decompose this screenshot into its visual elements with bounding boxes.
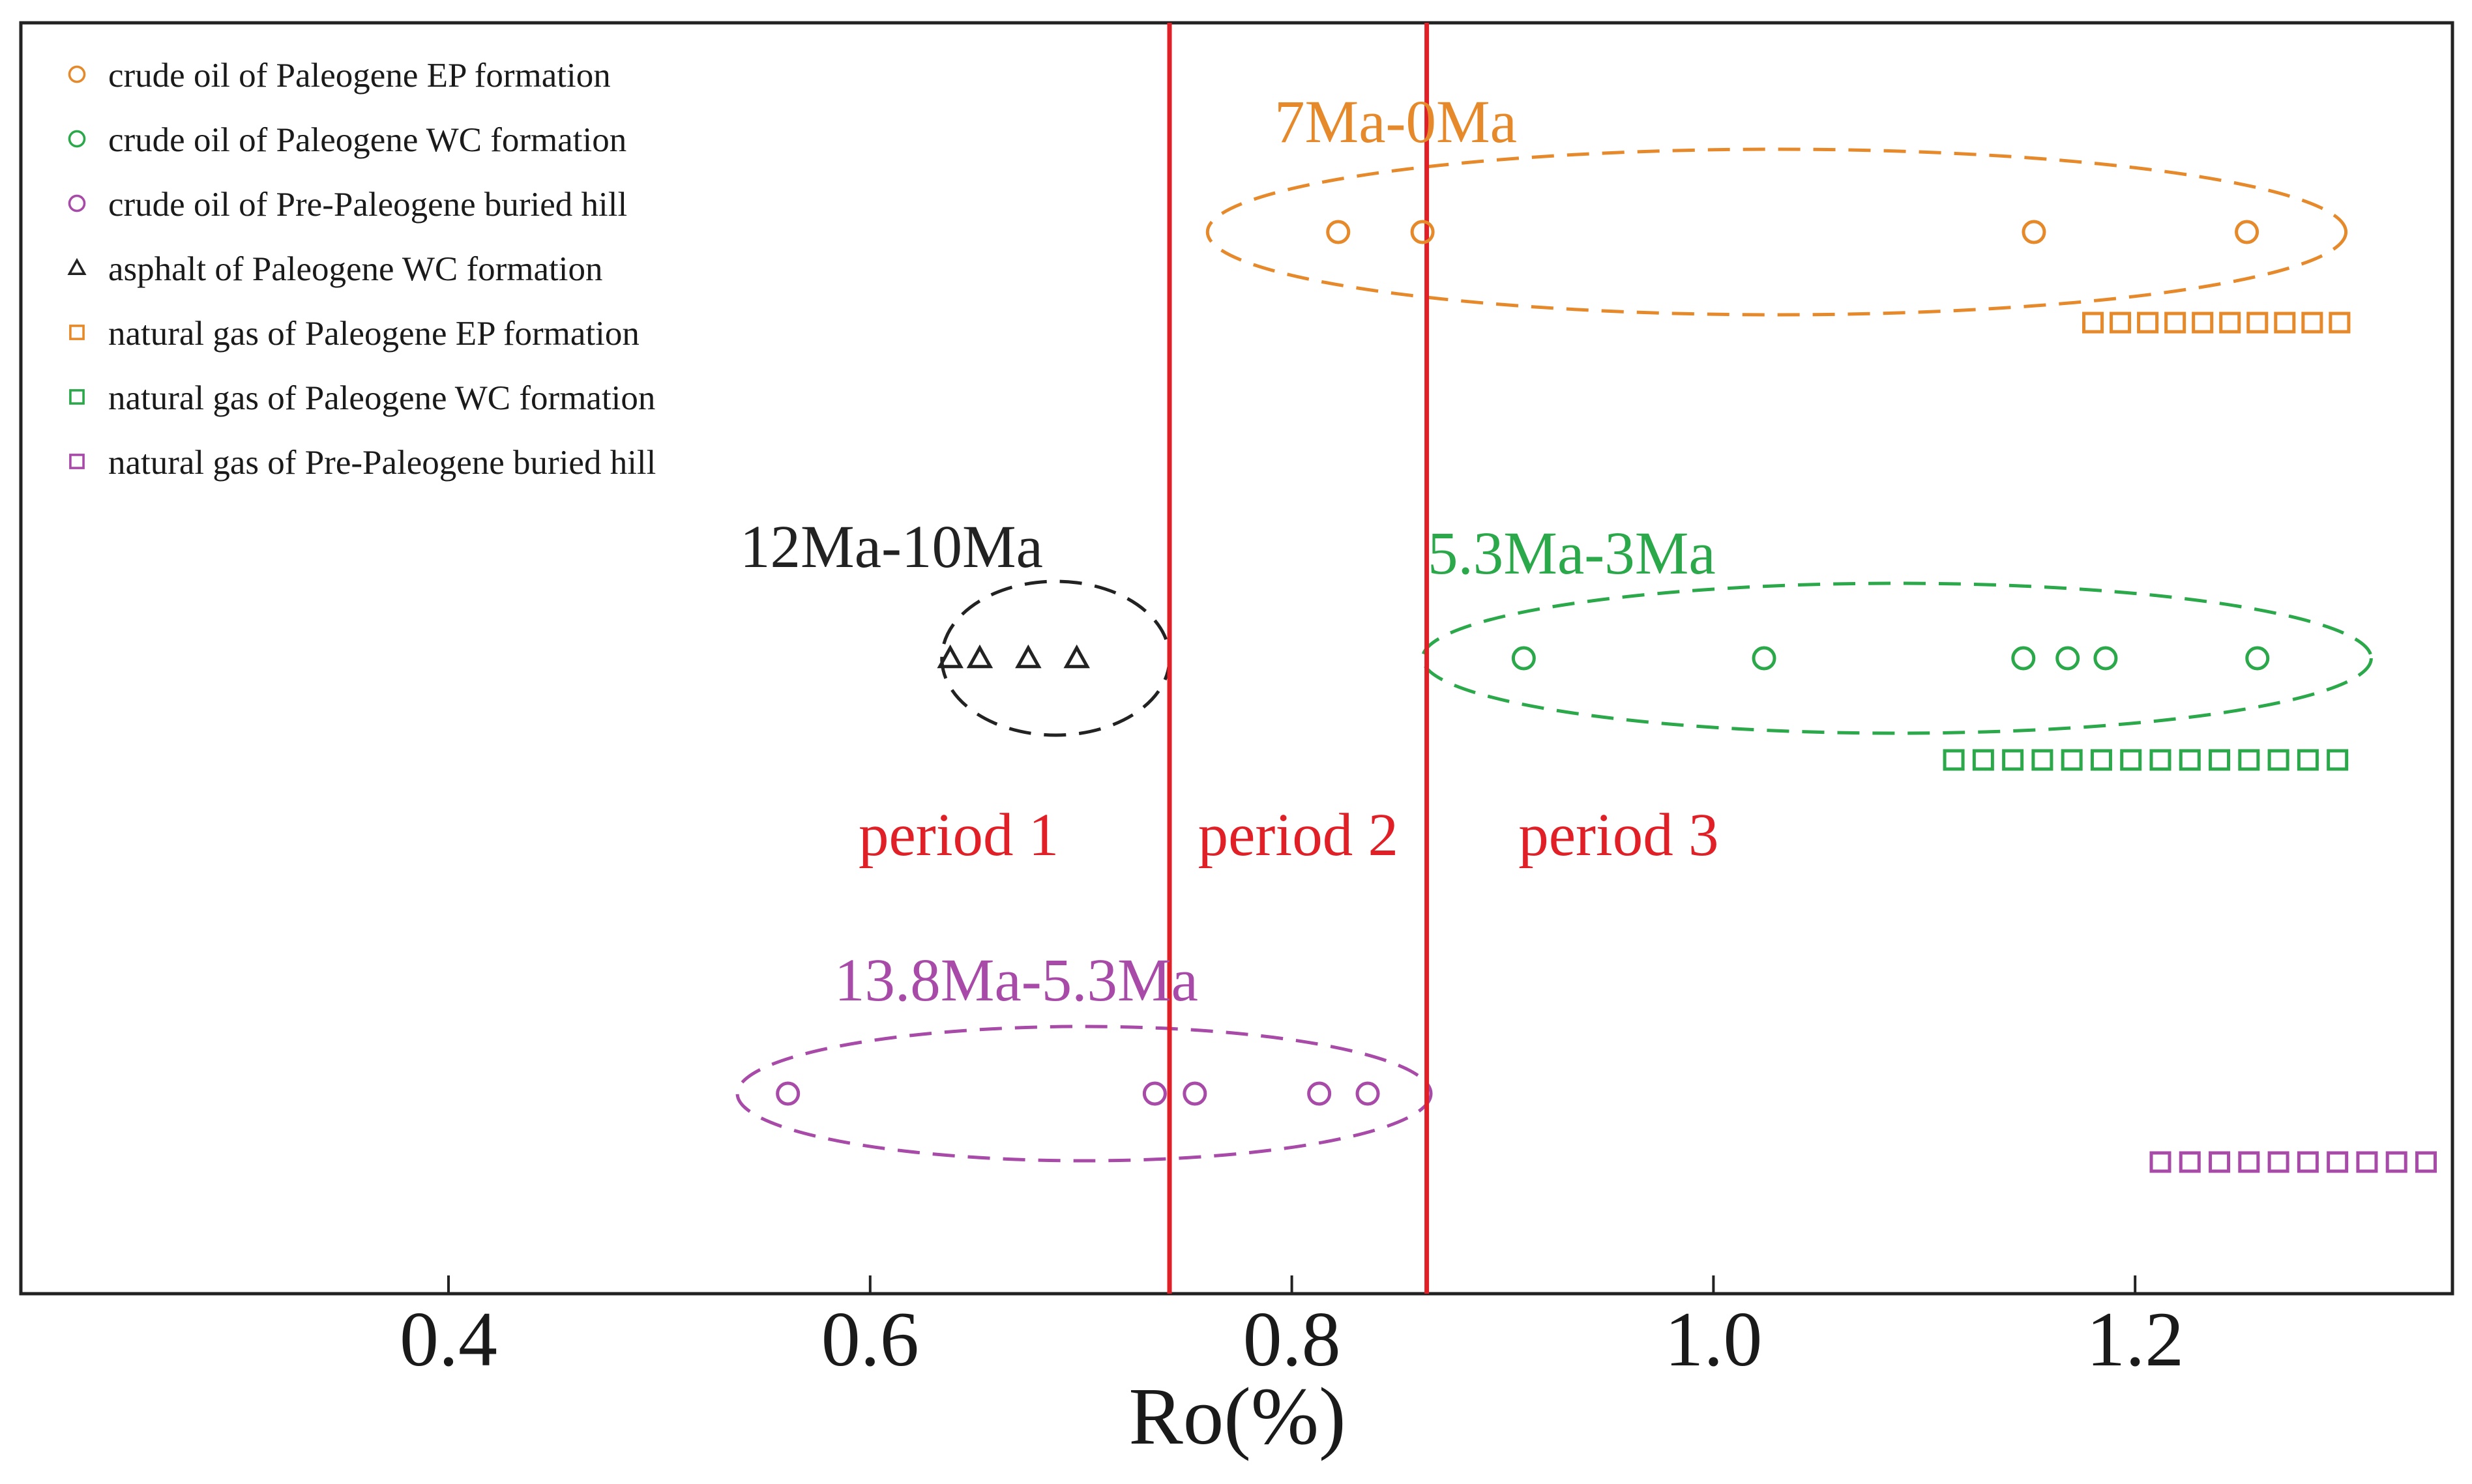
data-point-s6-5 bbox=[2297, 1151, 2319, 1173]
legend-marker-2 bbox=[68, 194, 86, 212]
period-label-3: period 3 bbox=[1518, 802, 1718, 869]
data-point-s4-8 bbox=[2301, 312, 2323, 334]
data-point-s0-1 bbox=[1410, 220, 1435, 244]
legend-label-3: asphalt of Paleogene WC formation bbox=[108, 250, 603, 288]
period-label-2: period 2 bbox=[1198, 802, 1398, 869]
data-point-s5-13 bbox=[2327, 749, 2349, 771]
data-point-s5-11 bbox=[2267, 749, 2289, 771]
data-point-s2-1 bbox=[1142, 1081, 1167, 1106]
data-point-s5-9 bbox=[2209, 749, 2231, 771]
data-point-s4-0 bbox=[2082, 312, 2104, 334]
data-point-s6-7 bbox=[2356, 1151, 2378, 1173]
data-point-s5-2 bbox=[2002, 749, 2024, 771]
data-point-s5-0 bbox=[1943, 749, 1965, 771]
legend-label-2: crude oil of Pre-Paleogene buried hill bbox=[108, 186, 627, 224]
data-point-s3-0 bbox=[937, 644, 964, 669]
x-tick-label-0: 0.4 bbox=[400, 1296, 497, 1382]
x-axis-title: Ro(%) bbox=[1128, 1372, 1346, 1462]
grouping-label-1: 12Ma-10Ma bbox=[740, 514, 1043, 581]
data-point-s1-0 bbox=[1511, 646, 1536, 671]
grouping-label-3: 13.8Ma-5.3Ma bbox=[834, 947, 1198, 1014]
data-point-s4-6 bbox=[2246, 312, 2269, 334]
legend: crude oil of Paleogene EP formation crude… bbox=[67, 57, 656, 482]
data-point-s6-2 bbox=[2209, 1151, 2231, 1173]
data-point-s6-1 bbox=[2179, 1151, 2201, 1173]
data-point-s6-4 bbox=[2267, 1151, 2289, 1173]
grouping-label-0: 7Ma-0Ma bbox=[1274, 89, 1517, 156]
data-point-s6-0 bbox=[2149, 1151, 2171, 1173]
data-point-s5-6 bbox=[2120, 749, 2142, 771]
data-point-s6-8 bbox=[2385, 1151, 2407, 1173]
data-point-s1-2 bbox=[2011, 646, 2036, 671]
legend-label-4: natural gas of Paleogene EP formation bbox=[108, 315, 640, 353]
data-point-s1-1 bbox=[1752, 646, 1776, 671]
data-point-s5-3 bbox=[2031, 749, 2053, 771]
data-point-s4-9 bbox=[2329, 312, 2351, 334]
x-tick-label-2: 0.8 bbox=[1243, 1296, 1341, 1382]
data-point-s1-4 bbox=[2093, 646, 2118, 671]
data-point-s4-2 bbox=[2137, 312, 2159, 334]
data-marks bbox=[776, 220, 2437, 1173]
grouping-ellipse-0 bbox=[1205, 147, 2348, 317]
data-point-s3-3 bbox=[1063, 644, 1090, 669]
data-point-s4-5 bbox=[2219, 312, 2241, 334]
x-axis: 0.4 0.6 0.8 1.0 1.2 bbox=[400, 1275, 2184, 1382]
data-point-s5-7 bbox=[2149, 749, 2171, 771]
data-point-s4-1 bbox=[2110, 312, 2132, 334]
legend-marker-5 bbox=[69, 389, 85, 405]
x-tick-label-1: 0.6 bbox=[821, 1296, 919, 1382]
data-point-s0-3 bbox=[2235, 220, 2259, 244]
legend-marker-3 bbox=[67, 257, 87, 276]
legend-marker-4 bbox=[69, 325, 85, 340]
data-point-s3-2 bbox=[1015, 644, 1042, 669]
period-label-1: period 1 bbox=[859, 802, 1059, 869]
data-point-s4-4 bbox=[2192, 312, 2214, 334]
legend-label-6: natural gas of Pre-Paleogene buried hill bbox=[108, 444, 656, 482]
data-point-s2-0 bbox=[776, 1081, 801, 1106]
grouping-label-2: 5.3Ma-3Ma bbox=[1428, 520, 1716, 587]
data-point-s5-1 bbox=[1972, 749, 1994, 771]
data-point-s1-5 bbox=[2245, 646, 2270, 671]
plot-area bbox=[19, 21, 2454, 1296]
period-labels: period 1 period 2 period 3 bbox=[859, 802, 1719, 869]
period-boundaries bbox=[1167, 23, 1430, 1294]
data-point-s5-4 bbox=[2061, 749, 2083, 771]
grouping-labels: 7Ma-0Ma 12Ma-10Ma 5.3Ma-3Ma 13.8Ma-5.3Ma bbox=[740, 89, 1716, 1014]
data-point-s6-6 bbox=[2327, 1151, 2349, 1173]
data-point-s4-3 bbox=[2164, 312, 2186, 334]
grouping-ellipse-3 bbox=[735, 1025, 1433, 1163]
data-point-s5-8 bbox=[2179, 749, 2201, 771]
data-point-s4-7 bbox=[2274, 312, 2296, 334]
data-point-s6-9 bbox=[2415, 1151, 2437, 1173]
legend-label-0: crude oil of Paleogene EP formation bbox=[108, 57, 611, 95]
data-point-s5-12 bbox=[2297, 749, 2319, 771]
legend-marker-6 bbox=[69, 454, 85, 469]
data-point-s1-3 bbox=[2055, 646, 2080, 671]
data-point-s0-0 bbox=[1326, 220, 1351, 244]
x-tick-label-3: 1.0 bbox=[1664, 1296, 1762, 1382]
data-point-s5-10 bbox=[2238, 749, 2260, 771]
data-point-s5-5 bbox=[2090, 749, 2112, 771]
legend-label-1: crude oil of Paleogene WC formation bbox=[108, 121, 626, 159]
legend-marker-1 bbox=[68, 130, 86, 148]
data-point-s2-4 bbox=[1355, 1081, 1380, 1106]
legend-label-5: natural gas of Paleogene WC formation bbox=[108, 379, 655, 417]
data-point-s0-2 bbox=[2022, 220, 2046, 244]
data-point-s2-2 bbox=[1183, 1081, 1207, 1106]
data-point-s2-3 bbox=[1307, 1081, 1332, 1106]
grouping-ellipse-2 bbox=[1420, 581, 2373, 735]
data-point-s6-3 bbox=[2238, 1151, 2260, 1173]
legend-marker-0 bbox=[68, 65, 86, 83]
x-tick-label-4: 1.2 bbox=[2086, 1296, 2184, 1382]
data-point-s3-1 bbox=[966, 644, 993, 669]
